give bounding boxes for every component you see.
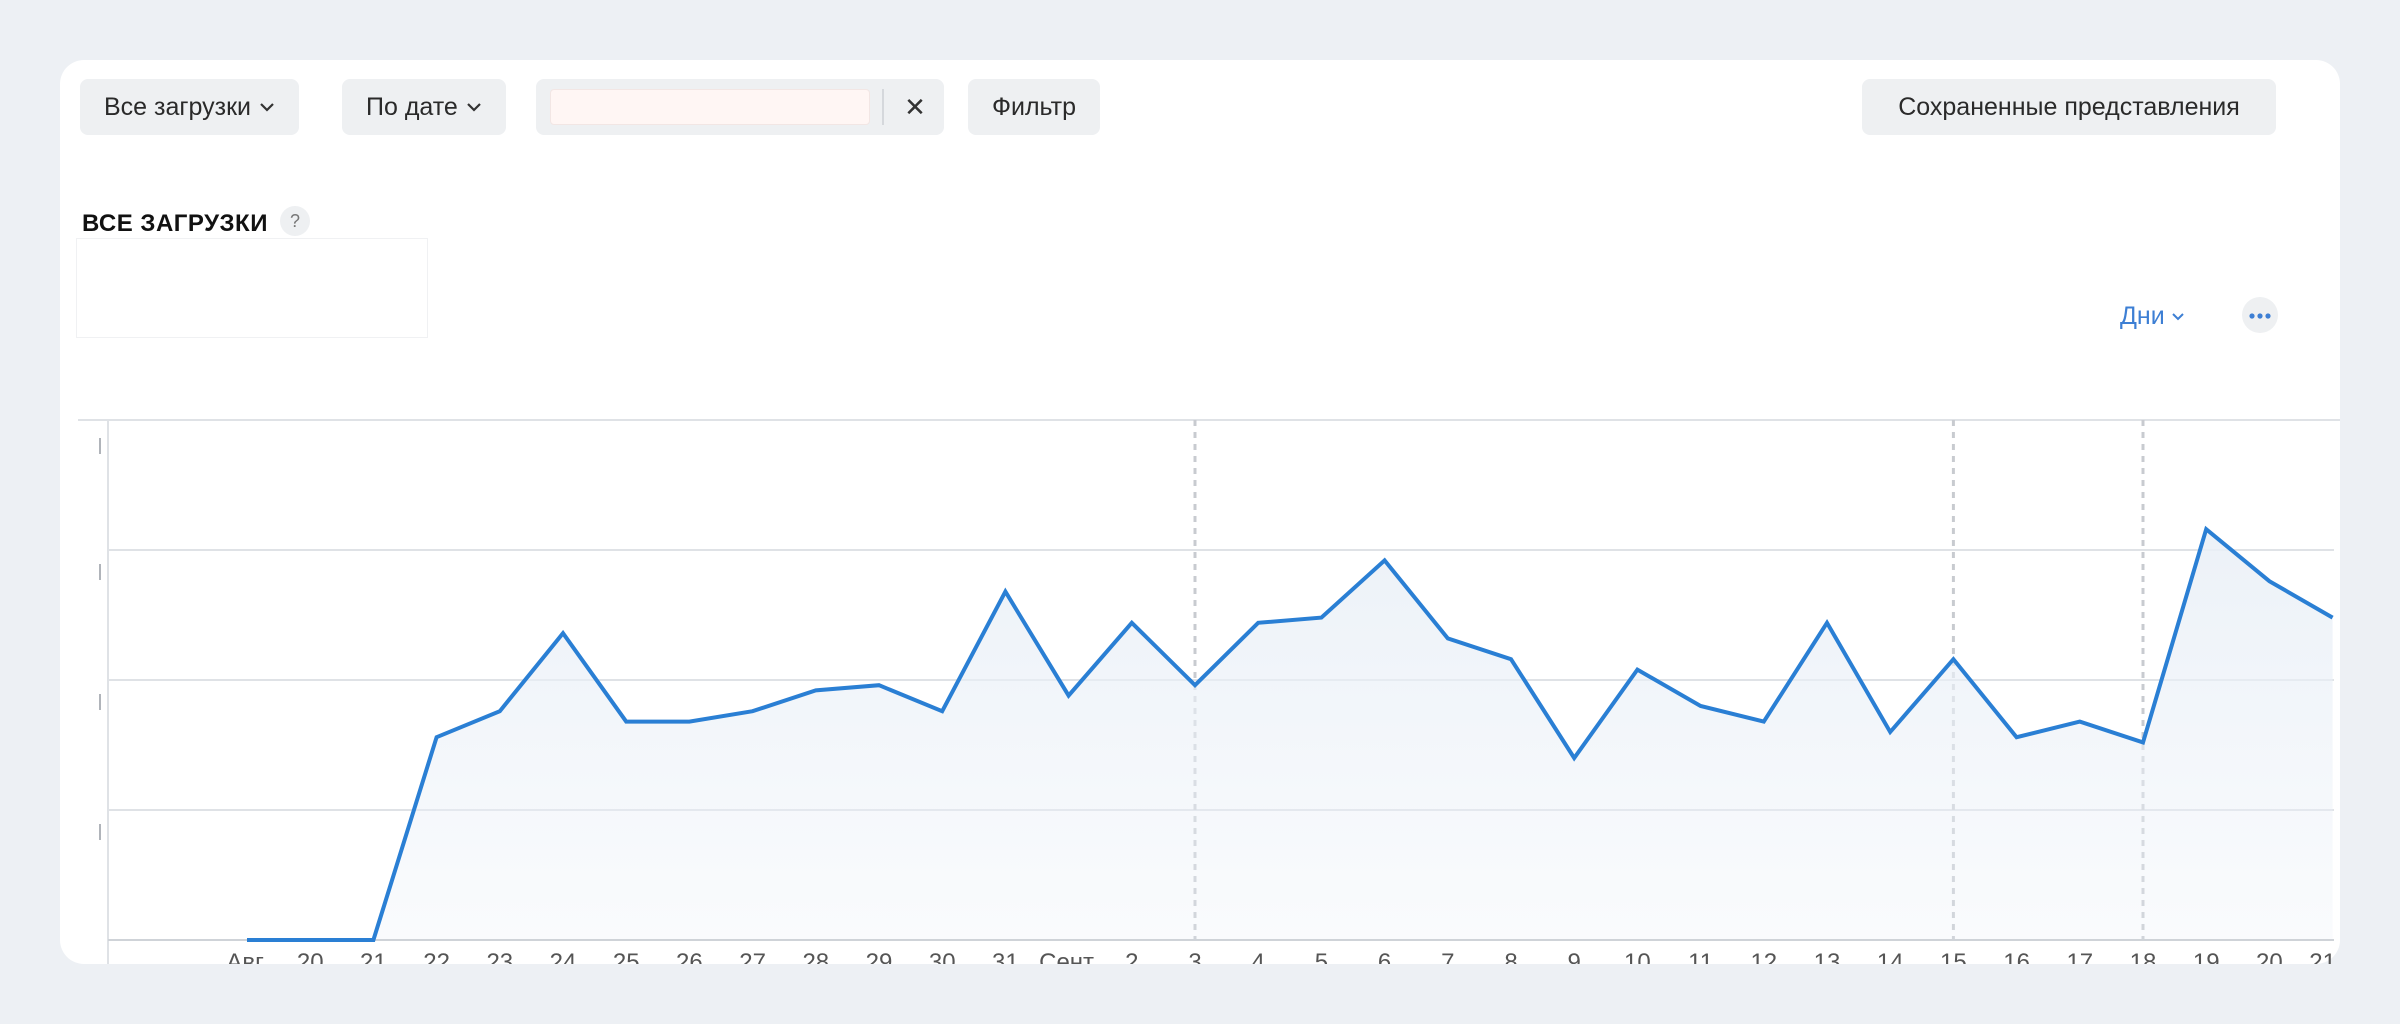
x-tick-label: 18 (2130, 949, 2157, 964)
period-dropdown-label: Дни (2120, 302, 2165, 330)
x-tick-label: 30 (929, 949, 956, 964)
help-icon[interactable]: ? (280, 206, 310, 236)
x-tick-label: 19 (2193, 949, 2220, 964)
data-point (370, 937, 376, 943)
x-tick-label: 16 (2003, 949, 2030, 964)
filter-button[interactable]: Фильтр (968, 79, 1100, 135)
data-point (1824, 620, 1830, 626)
more-options-button[interactable] (2242, 297, 2278, 333)
data-point (1508, 656, 1514, 662)
data-point (2014, 734, 2020, 740)
data-point (560, 630, 566, 636)
x-tick-label: 31 (992, 949, 1019, 964)
downloads-dropdown[interactable]: Все загрузки (80, 79, 299, 135)
data-point (1634, 667, 1640, 673)
data-point (623, 719, 629, 725)
x-tick-label: 26 (676, 949, 703, 964)
data-point (1318, 615, 1324, 621)
sort-dropdown-label: По дате (366, 92, 458, 121)
x-tick-label: 7 (1441, 949, 1454, 964)
x-tick-label: 24 (550, 949, 577, 964)
x-tick-label: 11 (1688, 949, 1713, 964)
data-point (939, 708, 945, 714)
x-tick-label: 21 (360, 949, 387, 964)
data-point (1887, 729, 1893, 735)
data-point (686, 719, 692, 725)
chevron-down-icon (259, 101, 275, 113)
x-tick-label: 12 (1750, 949, 1777, 964)
clear-search-button[interactable]: ✕ (886, 79, 944, 135)
data-point (2140, 739, 2146, 745)
chevron-down-icon (2171, 312, 2185, 322)
x-tick-label: 6 (1378, 949, 1391, 964)
sort-dropdown[interactable]: По дате (342, 79, 506, 135)
x-tick-label: 4 (1252, 949, 1265, 964)
close-icon: ✕ (904, 91, 926, 122)
series-area (247, 529, 2333, 940)
chevron-down-icon (466, 101, 482, 113)
section-title: ВСЕ ЗАГРУЗКИ (82, 210, 268, 237)
x-tick-label: 2 (1125, 949, 1138, 964)
data-point (2330, 615, 2336, 621)
summary-placeholder (76, 238, 428, 338)
x-tick-label: 25 (613, 949, 640, 964)
data-point (813, 687, 819, 693)
saved-views-button[interactable]: Сохраненные представления (1862, 79, 2276, 135)
x-tick-label: 27 (739, 949, 766, 964)
data-point (1255, 620, 1261, 626)
x-tick-label: 5 (1315, 949, 1328, 964)
data-point (1698, 703, 1704, 709)
search-input[interactable] (550, 89, 870, 125)
data-point (1129, 620, 1135, 626)
downloads-dropdown-label: Все загрузки (104, 92, 251, 121)
search-box: ✕ (536, 79, 944, 135)
analytics-card: Все загрузки По дате ✕ Фильтр Сохраненны… (60, 60, 2340, 964)
data-point (2203, 526, 2209, 532)
x-tick-label: 20 (2256, 949, 2283, 964)
x-tick-label: 29 (866, 949, 893, 964)
series-line (247, 525, 2334, 942)
x-tick-label: 22 (423, 949, 450, 964)
data-point (1192, 682, 1198, 688)
x-tick-label: Авг. (226, 949, 267, 964)
x-tick-label: 14 (1877, 949, 1904, 964)
data-point (876, 682, 882, 688)
x-tick-label: Сент. (1039, 949, 1098, 964)
ellipsis-icon (2249, 306, 2271, 324)
period-dropdown[interactable]: Дни (2120, 302, 2185, 331)
filter-button-label: Фильтр (992, 92, 1076, 121)
x-tick-label: 9 (1568, 949, 1581, 964)
x-tick-label: 28 (802, 949, 829, 964)
data-point (434, 734, 440, 740)
data-point (1002, 589, 1008, 595)
x-tick-label: 10 (1624, 949, 1651, 964)
data-point (2266, 578, 2272, 584)
x-tick-label: 15 (1940, 949, 1967, 964)
data-point (1066, 693, 1072, 699)
x-tick-label: 17 (2066, 949, 2093, 964)
x-tick-label: 13 (1814, 949, 1841, 964)
saved-views-label: Сохраненные представления (1898, 92, 2240, 121)
data-point (1445, 635, 1451, 641)
data-point (497, 708, 503, 714)
data-point (307, 937, 313, 943)
help-glyph: ? (289, 210, 300, 231)
x-tick-label: 20 (297, 949, 324, 964)
x-tick-label: 21 (2309, 949, 2336, 964)
search-divider (882, 89, 884, 125)
data-point (1382, 557, 1388, 563)
data-point (1761, 719, 1767, 725)
data-point (244, 937, 250, 943)
data-point (1571, 755, 1577, 761)
x-tick-label: 8 (1504, 949, 1517, 964)
data-point (1950, 656, 1956, 662)
downloads-chart: Авг. 20 21 22 23 24 25 26 27 28 29 30 31 Сент. 2 3 4 5 6 7 8… (78, 419, 2340, 964)
data-point (2077, 719, 2083, 725)
x-tick-label: 3 (1188, 949, 1201, 964)
data-point (750, 708, 756, 714)
x-tick-label: 23 (486, 949, 513, 964)
